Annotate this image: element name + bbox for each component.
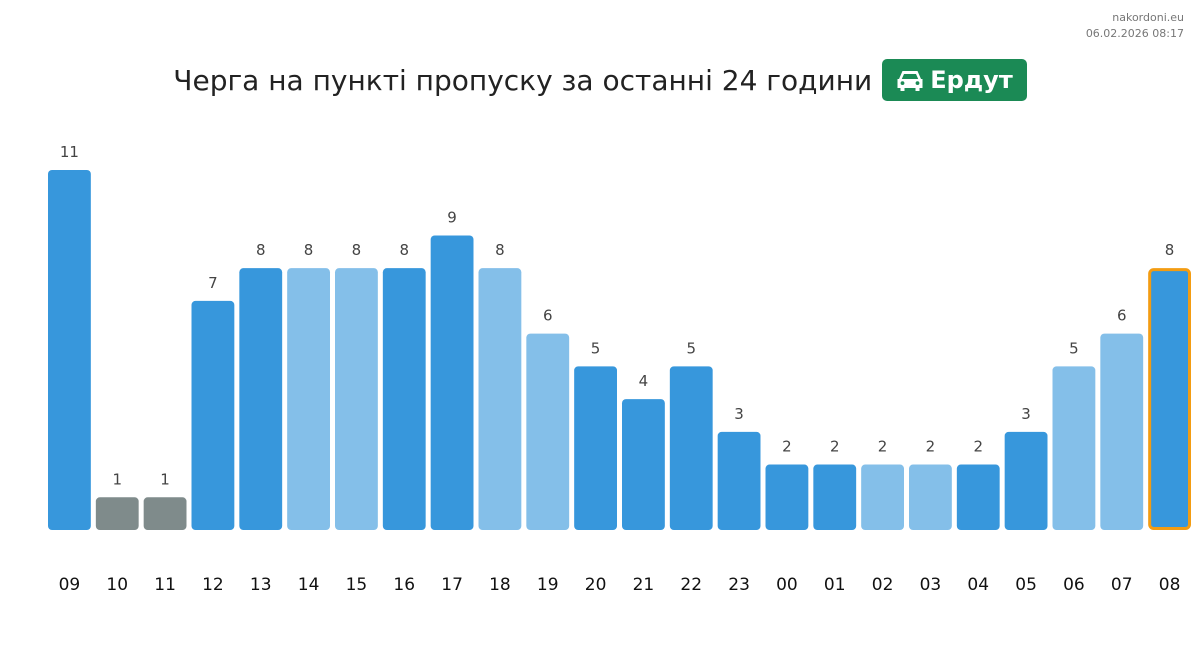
- value-label-04: 2: [973, 438, 983, 456]
- x-tick-label-14: 14: [298, 575, 320, 595]
- value-label-06: 5: [1069, 339, 1079, 357]
- bar-06: [1052, 366, 1096, 530]
- chart-title: Черга на пункті пропуску за останні 24 г…: [173, 63, 873, 97]
- x-tick-label-16: 16: [393, 575, 415, 595]
- x-tick-label-18: 18: [489, 575, 511, 595]
- value-label-18: 8: [495, 241, 505, 259]
- watermark: nakordoni.eu 06.02.2026 08:17: [1086, 10, 1184, 42]
- x-tick-label-05: 05: [1015, 575, 1037, 595]
- badge-label: Ердут: [930, 66, 1013, 94]
- x-tick-label-09: 09: [59, 575, 81, 595]
- value-label-20: 5: [591, 339, 601, 357]
- value-label-16: 8: [399, 241, 409, 259]
- bar-13: [239, 268, 283, 530]
- value-label-05: 3: [1021, 405, 1031, 423]
- value-label-15: 8: [352, 241, 362, 259]
- bar-22: [669, 366, 713, 530]
- value-label-23: 3: [734, 405, 744, 423]
- value-label-13: 8: [256, 241, 266, 259]
- watermark-site: nakordoni.eu: [1112, 11, 1184, 24]
- bar-17: [430, 235, 474, 531]
- bar-19: [526, 333, 570, 530]
- bar-23: [717, 431, 761, 530]
- bar-08: [1148, 268, 1191, 530]
- value-label-11: 1: [160, 470, 170, 488]
- x-tick-label-03: 03: [920, 575, 942, 595]
- x-tick-label-07: 07: [1111, 575, 1133, 595]
- value-label-17: 9: [447, 208, 457, 226]
- bar-12: [191, 300, 235, 530]
- bar-04: [956, 464, 1000, 530]
- x-tick-label-08: 08: [1159, 575, 1181, 595]
- checkpoint-badge: Ердут: [882, 59, 1027, 101]
- value-label-07: 6: [1117, 307, 1127, 325]
- chart-header: Черга на пункті пропуску за останні 24 г…: [0, 58, 1200, 102]
- x-tick-label-17: 17: [441, 575, 463, 595]
- x-tick-label-04: 04: [967, 575, 989, 595]
- x-tick-label-21: 21: [633, 575, 655, 595]
- bar-01: [813, 464, 857, 530]
- value-label-12: 7: [208, 274, 218, 292]
- value-label-14: 8: [304, 241, 314, 259]
- x-tick-label-06: 06: [1063, 575, 1085, 595]
- x-tick-label-00: 00: [776, 575, 798, 595]
- bar-18: [478, 268, 522, 530]
- value-label-22: 5: [686, 339, 696, 357]
- value-label-10: 1: [112, 470, 122, 488]
- bar-00: [765, 464, 809, 530]
- value-label-09: 11: [60, 143, 79, 161]
- value-label-08: 8: [1165, 241, 1175, 259]
- x-tick-label-12: 12: [202, 575, 224, 595]
- value-label-00: 2: [782, 438, 792, 456]
- x-tick-label-01: 01: [824, 575, 846, 595]
- bar-07: [1100, 333, 1144, 530]
- bar-16: [382, 268, 426, 530]
- x-tick-label-10: 10: [106, 575, 128, 595]
- x-tick-label-19: 19: [537, 575, 559, 595]
- bar-14: [287, 268, 330, 530]
- value-label-03: 2: [926, 438, 936, 456]
- bar-21: [622, 399, 665, 530]
- bar-03: [909, 464, 952, 530]
- value-label-19: 6: [543, 307, 553, 325]
- bar-02: [861, 464, 904, 530]
- x-tick-label-23: 23: [728, 575, 750, 595]
- bar-15: [335, 268, 378, 530]
- x-tick-label-22: 22: [680, 575, 702, 595]
- bar-05: [1004, 431, 1048, 530]
- value-label-21: 4: [639, 372, 649, 390]
- x-tick-label-13: 13: [250, 575, 272, 595]
- value-label-02: 2: [878, 438, 888, 456]
- watermark-timestamp: 06.02.2026 08:17: [1085, 27, 1184, 40]
- x-tick-label-15: 15: [346, 575, 368, 595]
- bar-09: [48, 170, 91, 530]
- bar-11: [143, 497, 187, 530]
- x-tick-label-02: 02: [872, 575, 894, 595]
- bar-20: [574, 366, 617, 530]
- x-tick-label-20: 20: [585, 575, 607, 595]
- value-label-01: 2: [830, 438, 840, 456]
- car-icon: [897, 71, 923, 91]
- bar-10: [95, 497, 139, 530]
- x-tick-label-11: 11: [154, 575, 176, 595]
